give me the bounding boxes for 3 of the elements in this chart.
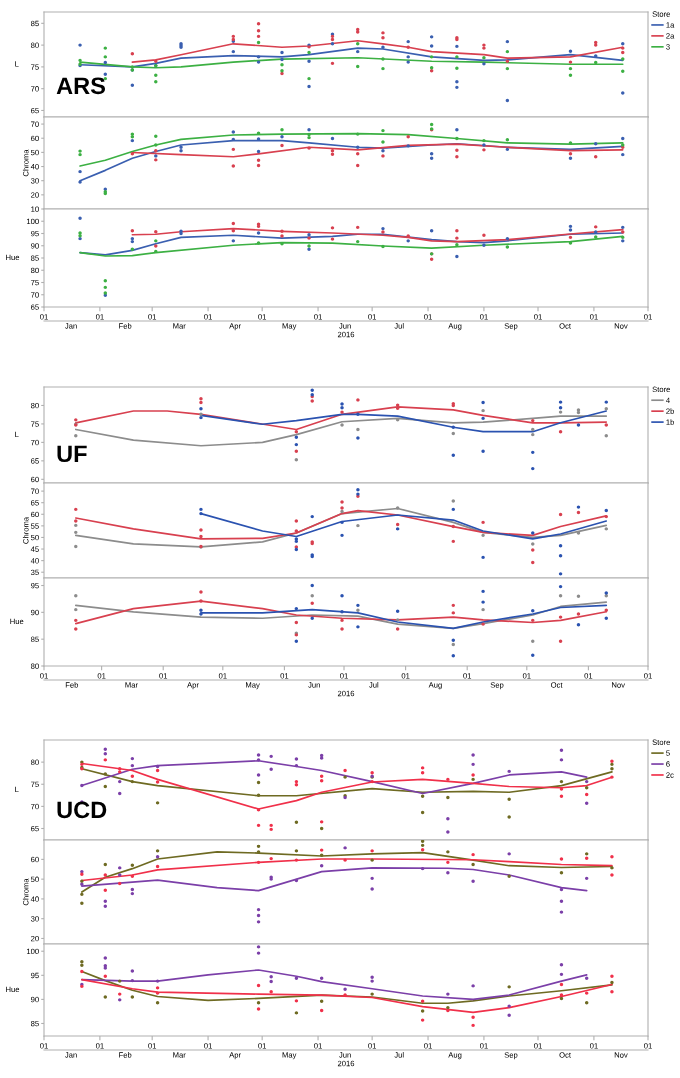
text: UF xyxy=(57,445,87,463)
text: UCD xyxy=(57,801,107,819)
text: ARS xyxy=(56,77,106,95)
